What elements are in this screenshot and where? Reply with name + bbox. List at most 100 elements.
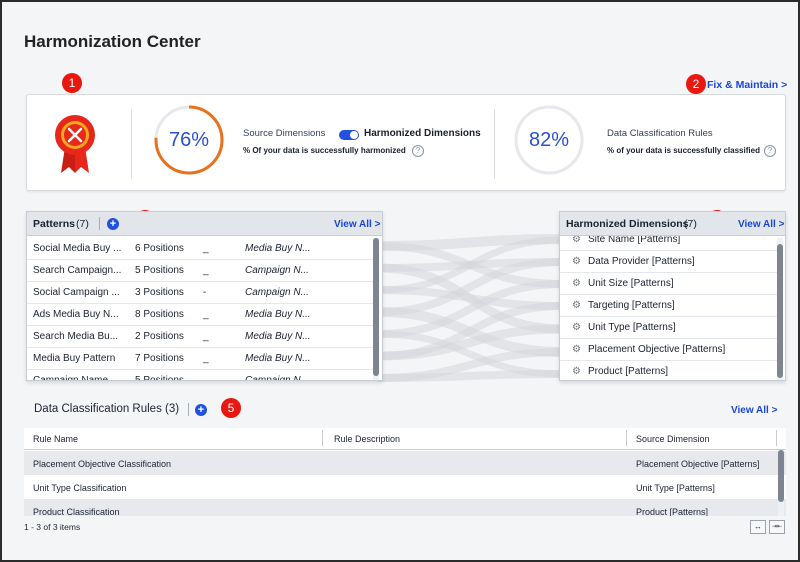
harmonized-dimension-row[interactable]: ⚙ Data Provider [Patterns] — [560, 251, 778, 273]
rules-table-header: Rule Name Rule Description Source Dimens… — [24, 428, 786, 450]
pattern-name: Campaign Name... — [33, 375, 117, 381]
header-divider — [99, 217, 100, 230]
pattern-separator: _ — [203, 309, 209, 320]
rule-name: Unit Type Classification — [33, 483, 127, 493]
pattern-positions: 8 Positions — [135, 309, 184, 320]
pattern-separator: _ — [203, 265, 209, 276]
callout-marker-5: 5 — [221, 398, 241, 418]
rules-scrollbar[interactable] — [778, 450, 784, 516]
pattern-name: Search Media Bu... — [33, 331, 119, 342]
add-rule-button[interactable]: + — [195, 404, 207, 416]
harmonized-dimension-row[interactable]: ⚙ Unit Type [Patterns] — [560, 317, 778, 339]
harmonized-scroll-thumb[interactable] — [777, 244, 783, 378]
pattern-name: Search Campaign... — [33, 265, 122, 276]
page-title: Harmonization Center — [24, 32, 201, 51]
add-pattern-button[interactable]: + — [107, 218, 119, 230]
dimension-gear-icon: ⚙ — [572, 278, 581, 289]
harmonized-dimension-row[interactable]: ⚙ Site Name [Patterns] — [560, 229, 778, 251]
harmonized-dimension-label: Unit Size [Patterns] — [588, 278, 674, 289]
rules-view-all-link[interactable]: View All > — [731, 405, 778, 416]
pattern-example: Media Buy N... — [245, 243, 311, 254]
pattern-separator: _ — [203, 243, 209, 254]
rule-name: Placement Objective Classification — [33, 459, 172, 469]
column-header-source-dimension[interactable]: Source Dimension — [636, 434, 710, 444]
harmonized-toggle[interactable] — [339, 130, 359, 140]
dimension-gear-icon: ⚙ — [572, 300, 581, 311]
column-header-rule-name[interactable]: Rule Name — [33, 434, 79, 444]
harmonized-panel: Harmonized Dimensions (7) View All > ⚙ Si… — [559, 211, 786, 381]
column-divider[interactable] — [626, 430, 627, 446]
pattern-positions: 2 Positions — [135, 331, 184, 342]
rules-title-text: Data Classification Rules — [34, 403, 162, 415]
rules-table: Rule Name Rule Description Source Dimens… — [24, 428, 786, 516]
pattern-row[interactable]: Search Campaign... 5 Positions _ Campaign N… — [27, 260, 375, 282]
rule-name: Product Classification — [33, 507, 120, 516]
harmonized-scrollbar[interactable] — [777, 238, 783, 380]
harmonized-dimension-label: Product [Patterns] — [588, 366, 669, 377]
harmonized-dimension-row[interactable]: ⚙ Placement Objective [Patterns] — [560, 339, 778, 361]
dimension-gear-icon: ⚙ — [572, 366, 581, 377]
pattern-example: Campaign N... — [245, 265, 309, 276]
pattern-example: Campaign N... — [245, 287, 309, 298]
pattern-row[interactable]: Social Media Buy ... 6 Positions _ Media Bu… — [27, 238, 375, 260]
harmonized-dimension-label: Unit Type [Patterns] — [588, 322, 676, 333]
classification-subtitle: % of your data is successfully classifie… — [607, 146, 760, 155]
harmonized-dimension-row[interactable]: ⚙ Unit Size [Patterns] — [560, 273, 778, 295]
award-ribbon-icon — [55, 115, 95, 173]
pattern-flow-diagram — [378, 234, 562, 382]
rules-scroll-thumb[interactable] — [778, 450, 784, 502]
harmonized-header: Harmonized Dimensions (7) View All > — [560, 212, 785, 236]
pattern-positions: 3 Positions — [135, 287, 184, 298]
pattern-example: Campaign N... — [245, 375, 309, 381]
summary-card: 76% Source Dimensions Harmonized Dimensi… — [26, 94, 786, 191]
help-icon[interactable]: ? — [764, 145, 776, 157]
pattern-row[interactable]: Social Campaign ... 3 Positions - Campaign … — [27, 282, 375, 304]
harmonized-subtitle: % Of your data is successfully harmonize… — [243, 146, 406, 155]
fix-maintain-link[interactable]: Fix & Maintain > — [707, 79, 788, 91]
pattern-row[interactable]: Ads Media Buy N... 8 Positions _ Media Buy … — [27, 304, 375, 326]
harmonized-dimension-row[interactable]: ⚙ Product [Patterns] — [560, 361, 778, 380]
dimension-gear-icon: ⚙ — [572, 344, 581, 355]
pattern-positions: 5 Positions — [135, 265, 184, 276]
harmonized-dimension-row[interactable]: ⚙ Targeting [Patterns] — [560, 295, 778, 317]
harmonized-dimension-label: Placement Objective [Patterns] — [588, 344, 726, 355]
harmonized-view-all-link[interactable]: View All > — [738, 219, 785, 230]
help-icon[interactable]: ? — [412, 145, 424, 157]
patterns-scroll-thumb[interactable] — [373, 238, 379, 376]
classification-percent-value: 82% — [528, 129, 570, 151]
harmonized-dimension-label: Targeting [Patterns] — [588, 300, 675, 311]
rule-row[interactable]: Unit Type Classification Unit Type [Patte… — [24, 475, 786, 499]
harmonized-count: (7) — [684, 218, 697, 230]
dimension-gear-icon: ⚙ — [572, 256, 581, 267]
patterns-scrollbar[interactable] — [373, 238, 379, 380]
column-header-rule-description[interactable]: Rule Description — [334, 434, 401, 444]
pattern-example: Media Buy N... — [245, 309, 311, 320]
pattern-example: Media Buy N... — [245, 353, 311, 364]
dimension-gear-icon: ⚙ — [572, 322, 581, 333]
rules-divider — [188, 403, 189, 416]
rule-row[interactable]: Product Classification Product [Patterns] — [24, 499, 786, 516]
pattern-name: Media Buy Pattern — [33, 353, 116, 364]
column-divider[interactable] — [776, 430, 777, 446]
summary-divider — [494, 109, 495, 179]
pattern-row[interactable]: Media Buy Pattern 7 Positions _ Media Buy N… — [27, 348, 375, 370]
pattern-row[interactable]: Campaign Name... 5 Positions _ Campaign N..… — [27, 370, 375, 381]
rule-row[interactable]: Placement Objective Classification Placem… — [24, 451, 786, 475]
source-dimensions-label: Source Dimensions — [243, 128, 326, 139]
patterns-count: (7) — [76, 218, 89, 230]
column-divider[interactable] — [322, 430, 323, 446]
collapse-columns-button[interactable]: ⇥⇤ — [769, 520, 785, 534]
rule-source-dimension: Unit Type [Patterns] — [636, 483, 715, 493]
patterns-panel: Patterns (7) + View All > Social Media B… — [26, 211, 383, 381]
pattern-positions: 7 Positions — [135, 353, 184, 364]
source-progress-ring — [154, 105, 224, 175]
patterns-view-all-link[interactable]: View All > — [334, 219, 381, 230]
pattern-separator: _ — [203, 375, 209, 381]
expand-columns-button[interactable]: ↔ — [750, 520, 766, 534]
patterns-header: Patterns (7) + View All > — [27, 212, 382, 236]
callout-marker-2: 2 — [686, 74, 706, 94]
harmonized-title: Harmonized Dimensions — [566, 218, 689, 230]
classification-rules-label: Data Classification Rules — [607, 128, 713, 139]
pattern-row[interactable]: Search Media Bu... 2 Positions _ Media Buy … — [27, 326, 375, 348]
